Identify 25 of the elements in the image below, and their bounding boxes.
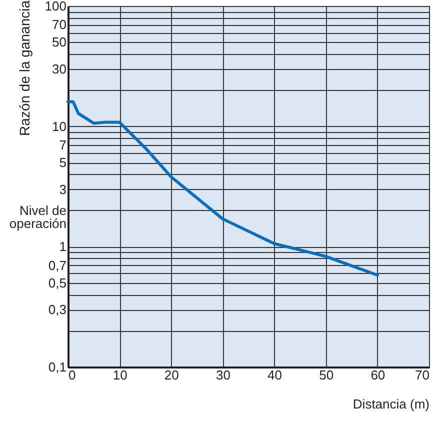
y-tick-label: 50 <box>52 34 66 50</box>
x-tick-label: 10 <box>112 368 128 382</box>
x-tick-label: 20 <box>164 368 179 382</box>
y-tick-label: 70 <box>52 17 66 32</box>
y-tick-label: Nivel de operación <box>9 202 66 231</box>
y-tick-label: 3 <box>59 182 66 197</box>
x-tick-label: 30 <box>216 368 230 382</box>
x-tick-label: 60 <box>370 368 386 382</box>
x-tick-label: 70 <box>415 368 430 382</box>
x-tick-label: 0 <box>68 368 76 382</box>
y-tick-label: 0,3 <box>48 302 66 318</box>
y-tick-label: 0,5 <box>48 275 66 290</box>
y-tick-label: 100 <box>44 0 66 14</box>
y-tick-label: 30 <box>52 61 66 76</box>
x-tick-label: 50 <box>319 368 334 382</box>
y-tick-label: 1 <box>59 239 66 254</box>
y-axis-title: Razón de la ganancia <box>16 0 32 136</box>
x-axis-title: Distancia (m) <box>352 396 430 412</box>
x-tick-label: 40 <box>268 368 282 382</box>
y-tick-label: 10 <box>52 118 66 134</box>
y-tick-label: 0,7 <box>48 258 66 273</box>
y-tick-label: 5 <box>59 155 66 170</box>
y-tick-label: 7 <box>59 137 66 152</box>
y-tick-label: 0,1 <box>48 360 66 374</box>
line-series <box>66 100 379 277</box>
